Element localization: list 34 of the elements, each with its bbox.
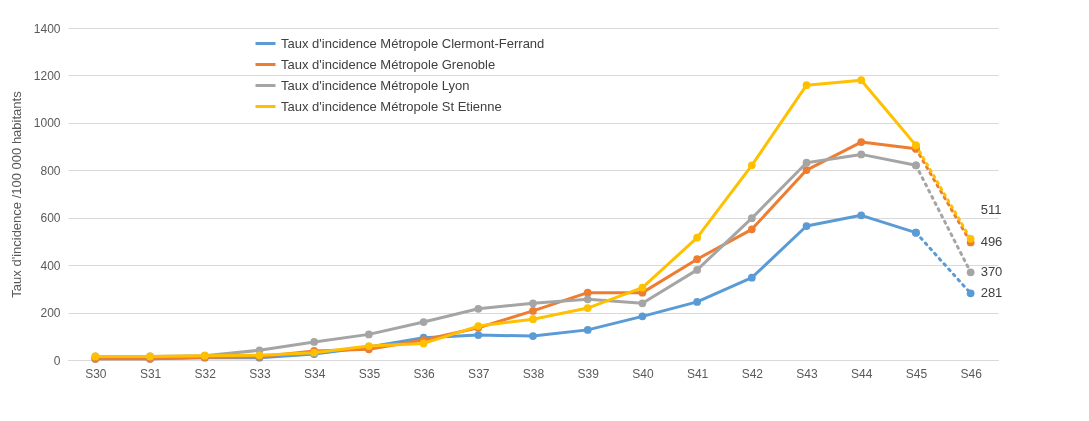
y-axis-title: Taux d'incidence /100 000 habitants bbox=[8, 90, 24, 298]
x-tick-label: S37 bbox=[468, 366, 490, 381]
x-tick-label: S30 bbox=[85, 366, 107, 381]
y-tick-label: 0 bbox=[53, 353, 61, 368]
x-tick-label: S34 bbox=[304, 366, 326, 381]
y-tick-label: 600 bbox=[40, 211, 61, 226]
y-tick-label: 200 bbox=[40, 306, 61, 321]
y-tick-label: 1400 bbox=[33, 21, 61, 36]
x-tick-label: S46 bbox=[960, 366, 983, 381]
x-tick-label: S32 bbox=[194, 366, 217, 381]
x-tick-label: S36 bbox=[413, 366, 436, 381]
y-tick-label: 1200 bbox=[33, 68, 61, 83]
x-tick-label: S40 bbox=[632, 366, 654, 381]
legend-label: Taux d'incidence Métropole Clermont-Ferrand bbox=[281, 35, 545, 51]
x-tick-label: S43 bbox=[796, 366, 819, 381]
legend-label: Taux d'incidence Métropole Lyon bbox=[281, 77, 470, 93]
y-tick-label: 800 bbox=[40, 163, 61, 178]
x-tick-label: S31 bbox=[139, 366, 162, 381]
y-tick-label: 400 bbox=[40, 258, 61, 273]
x-tick-label: S44 bbox=[851, 366, 873, 381]
x-tick-label: S45 bbox=[905, 366, 928, 381]
x-tick-label: S38 bbox=[522, 366, 545, 381]
x-tick-label: S41 bbox=[686, 366, 709, 381]
legend-label: Taux d'incidence Métropole Grenoble bbox=[281, 56, 496, 72]
x-tick-label: S33 bbox=[249, 366, 271, 381]
x-tick-label: S39 bbox=[577, 366, 600, 381]
data-label: 511 bbox=[980, 202, 1002, 218]
x-tick-label: S42 bbox=[741, 366, 764, 381]
data-label: 281 bbox=[980, 285, 1003, 301]
legend-label: Taux d'incidence Métropole St Etienne bbox=[281, 98, 502, 114]
data-label: 370 bbox=[980, 264, 1003, 280]
data-label: 496 bbox=[980, 234, 1003, 250]
y-tick-label: 1000 bbox=[33, 116, 61, 131]
x-tick-label: S35 bbox=[358, 366, 381, 381]
